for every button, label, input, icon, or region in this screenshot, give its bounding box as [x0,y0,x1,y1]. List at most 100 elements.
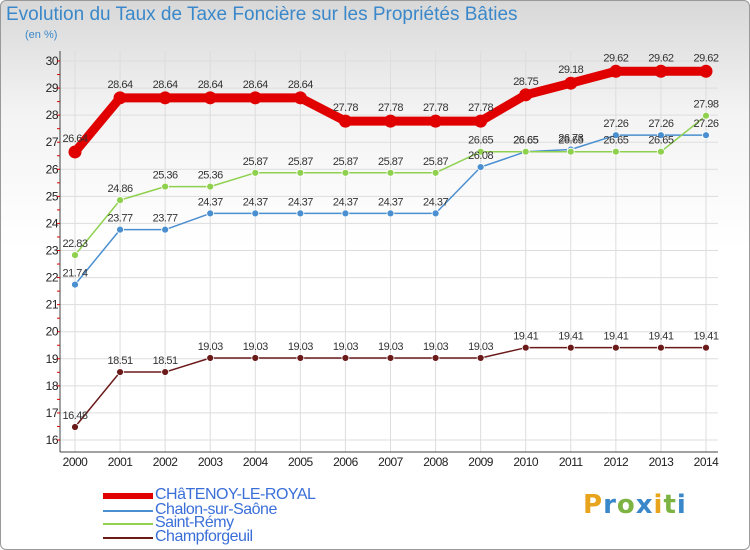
data-point [702,131,710,140]
x-tick-label: 2004 [243,455,269,469]
data-label: 27.78 [468,102,493,114]
data-point [566,147,575,156]
data-point [341,354,350,362]
data-point [338,114,352,128]
data-point [116,368,124,376]
logo-letter: r [603,490,617,520]
y-tick-label: 25 [46,189,59,203]
data-label: 19.03 [333,341,358,353]
data-label: 19.41 [603,331,628,343]
data-point [519,88,533,102]
data-point [431,168,440,177]
data-label: 27.78 [378,102,403,114]
data-point [431,209,440,218]
data-label: 19.41 [558,331,583,343]
data-label: 24.37 [378,196,403,208]
x-tick-label: 2006 [333,455,359,469]
y-tick-label: 22 [46,271,59,285]
legend-swatch [103,493,153,499]
y-tick-label: 27 [46,135,59,149]
logo-letter: x [635,490,654,520]
data-point [116,225,124,234]
data-label: 28.64 [288,79,313,91]
y-tick-label: 24 [46,216,59,230]
data-point [251,168,260,177]
y-tick-label: 16 [46,433,59,447]
x-tick-label: 2010 [513,455,539,469]
x-tick-label: 2011 [559,455,584,469]
data-point [699,64,713,78]
data-point [521,147,530,156]
series [68,64,713,431]
logo-letter: o [616,490,636,520]
y-tick-label: 26 [46,162,59,176]
data-point [386,354,395,362]
data-label: 26.08 [468,150,493,162]
data-label: 23.77 [108,213,133,225]
data-point [611,343,620,352]
chart-title: Evolution du Taux de Taxe Foncière sur l… [6,4,518,25]
data-point [248,91,262,105]
data-point [657,131,665,140]
data-point [296,354,305,362]
data-point [429,114,443,128]
x-tick-label: 2007 [378,455,404,469]
data-label: 27.26 [693,118,718,130]
legend-swatch [103,510,153,512]
data-point [71,423,79,431]
data-label: 19.03 [423,341,448,353]
data-point [206,182,215,191]
logo-letter: t [663,490,677,520]
data-label: 27.78 [333,102,358,114]
data-label: 28.64 [243,79,268,91]
data-label: 26.65 [558,135,583,147]
y-tick-label: 28 [46,108,59,122]
data-label: 24.37 [288,196,313,208]
legend-label: Champforgeuil [155,528,253,545]
data-label: 19.41 [513,331,538,343]
data-point [476,163,485,172]
data-point [296,168,305,177]
data-label: 25.36 [198,170,223,182]
data-label: 27.78 [423,102,448,114]
data-label: 19.41 [693,331,718,343]
data-point [657,147,665,156]
data-label: 24.86 [108,183,133,195]
data-point [71,280,79,289]
data-point [341,209,350,218]
data-label: 19.03 [243,341,268,353]
data-label: 25.87 [333,156,358,168]
data-label: 28.64 [198,79,223,91]
y-tick-label: 18 [46,379,59,393]
y-tick-label: 23 [46,244,59,258]
data-label: 26.65 [468,135,493,147]
data-point [431,354,440,362]
logo-letter: P [583,490,604,520]
data-point [386,209,395,218]
data-label: 26.65 [513,135,538,147]
y-tick-label: 30 [46,54,59,68]
data-label: 19.03 [378,341,403,353]
y-axis-unit: (en %) [25,29,58,41]
data-labels: 16.48 18.51 18.51 19.03 19.03 19.03 19.03 19.03… [62,52,719,422]
data-label: 25.87 [378,156,403,168]
data-point [71,251,79,260]
data-point [476,147,485,156]
data-point [158,91,172,105]
data-point [251,354,260,362]
data-label: 28.64 [153,79,178,91]
data-point [203,91,217,105]
x-tick-label: 2001 [108,455,134,469]
data-point [702,111,710,120]
x-tick-label: 2013 [649,455,675,469]
data-point [384,114,397,128]
data-point [566,343,575,352]
data-label: 29.62 [603,52,628,64]
data-label: 26.73 [558,133,583,145]
data-label: 18.51 [108,355,133,367]
data-label: 29.62 [693,52,718,64]
data-label: 28.64 [108,79,133,91]
data-label: 26.65 [648,135,673,147]
legend-label: Chalon-sur-Saône [155,501,277,518]
